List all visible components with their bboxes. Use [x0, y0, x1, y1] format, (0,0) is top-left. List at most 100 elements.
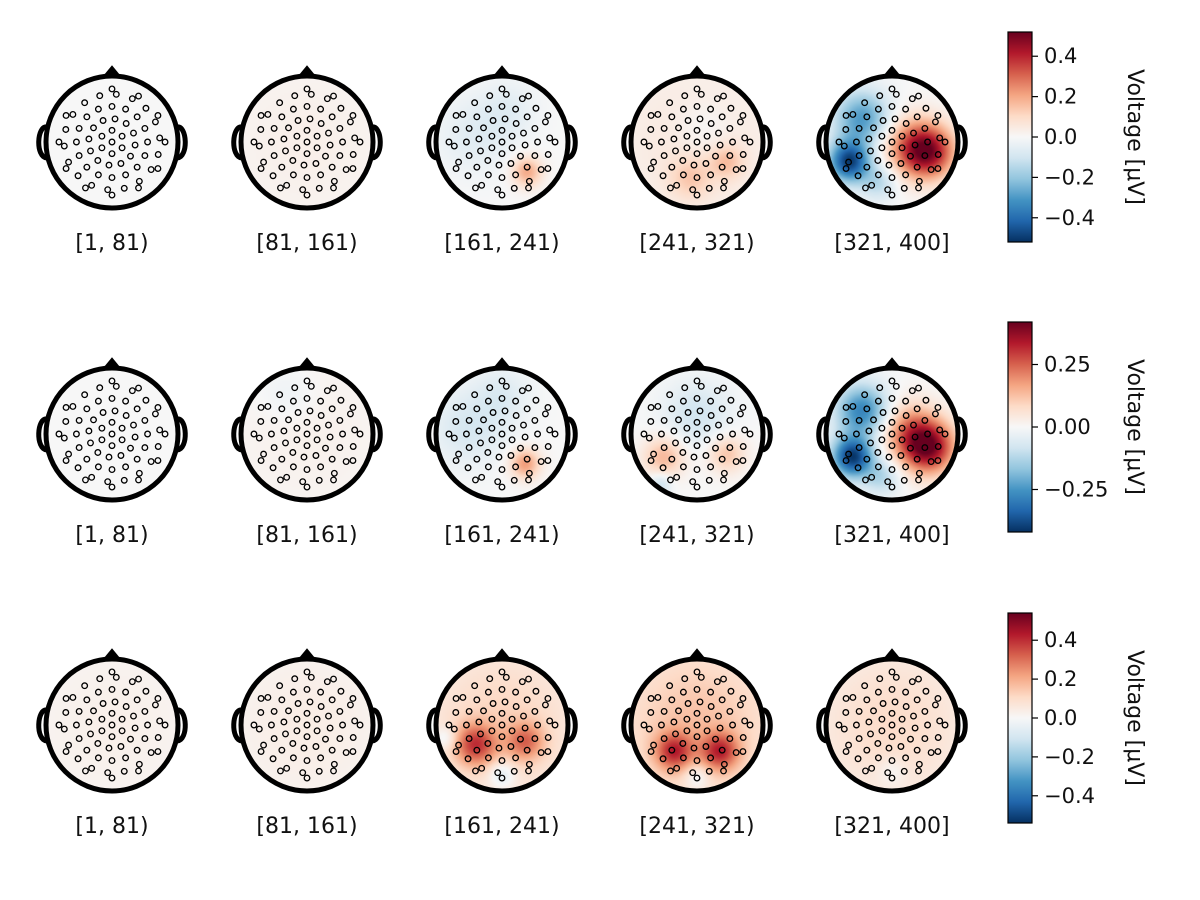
sensor-marker	[862, 476, 869, 484]
sensor-marker	[480, 707, 487, 715]
sensor-marker	[82, 476, 89, 484]
sensor-marker	[82, 767, 89, 775]
sensor-marker	[317, 754, 325, 762]
sensor-marker	[647, 457, 655, 464]
sensor-marker	[349, 734, 357, 741]
sensor-marker	[303, 102, 311, 110]
sensor-marker	[81, 99, 89, 107]
sensor-marker	[679, 463, 687, 471]
sensor-marker	[551, 138, 559, 146]
sensor-marker	[707, 120, 715, 127]
sensor-marker	[141, 416, 149, 424]
sensor-marker	[867, 439, 874, 447]
sensor-marker	[888, 138, 896, 146]
sensor-marker	[849, 110, 857, 118]
sensor-marker	[325, 712, 332, 720]
sensor-marker	[888, 442, 896, 450]
sensor-marker	[111, 407, 119, 415]
sensor-marker	[693, 191, 701, 199]
sensor-marker	[154, 734, 162, 741]
sensor-marker	[861, 99, 869, 107]
sensor-marker	[99, 700, 107, 707]
sensor-marker	[317, 703, 325, 710]
sensor-marker	[276, 682, 284, 690]
sensor-marker	[862, 184, 869, 192]
sensor-marker	[898, 132, 906, 140]
sensor-marker	[913, 696, 921, 704]
sensor-marker	[498, 377, 506, 385]
right-ear	[956, 124, 968, 161]
sensor-marker	[645, 142, 653, 150]
sensor-marker	[339, 721, 347, 729]
sensor-marker	[303, 126, 311, 134]
sensor-marker	[712, 152, 719, 160]
sensor-marker	[673, 181, 681, 189]
sensor-marker	[531, 416, 539, 424]
sensor-marker	[473, 163, 481, 171]
sensor-marker	[312, 160, 320, 167]
sensor-marker	[862, 767, 869, 775]
sensor-marker	[732, 458, 740, 466]
colorbar-tick-label: 0.0	[1044, 125, 1077, 149]
sensor-marker	[510, 476, 518, 484]
sensor-marker	[128, 678, 136, 686]
sensor-marker	[532, 687, 540, 695]
sensor-marker	[62, 709, 70, 716]
sensor-marker	[120, 476, 128, 484]
sensor-marker	[65, 450, 73, 458]
sensor-marker	[693, 466, 701, 474]
sensor-marker	[293, 727, 301, 735]
sensor-marker	[303, 174, 311, 182]
sensor-marker	[667, 476, 674, 484]
sensor-marker	[257, 695, 265, 702]
sensor-marker	[647, 695, 655, 702]
sensor-marker	[739, 151, 747, 158]
topomap-r0-c3: [241, 321)	[621, 65, 773, 256]
sensor-marker	[654, 110, 662, 118]
sensor-marker	[902, 754, 910, 762]
sensor-marker	[741, 717, 749, 725]
sensor-marker	[508, 715, 516, 723]
sensor-marker	[915, 476, 922, 484]
sensor-marker	[75, 735, 83, 743]
sensor-marker	[874, 105, 882, 113]
sensor-marker	[863, 696, 871, 704]
sensor-marker	[306, 407, 314, 415]
sensor-marker	[689, 769, 697, 777]
sensor-marker	[693, 85, 701, 93]
sensor-marker	[861, 682, 869, 690]
sensor-marker	[495, 453, 503, 461]
sensor-marker	[293, 144, 301, 152]
sensor-marker	[498, 483, 506, 491]
sensor-marker	[135, 469, 143, 477]
sensor-marker	[486, 675, 494, 683]
sensor-marker	[921, 444, 929, 452]
sensor-marker	[498, 191, 506, 199]
sensor-marker	[913, 405, 921, 413]
sensor-marker	[156, 134, 164, 142]
sensor-marker	[888, 394, 896, 402]
sensor-marker	[512, 171, 520, 179]
sensor-marker	[679, 157, 687, 164]
sensor-marker	[122, 120, 130, 127]
sensor-marker	[508, 144, 516, 152]
sensor-marker	[668, 163, 676, 171]
topomap-r2-c4: [321, 400]	[816, 648, 968, 839]
sensor-marker	[488, 727, 496, 735]
sensor-marker	[716, 433, 724, 441]
sensor-marker	[681, 92, 689, 100]
sensor-marker	[650, 450, 658, 458]
sensor-marker	[842, 748, 850, 755]
sensor-marker	[94, 397, 102, 405]
sensor-marker	[879, 117, 887, 124]
sensor-marker	[135, 184, 142, 192]
sensor-marker	[151, 410, 159, 418]
sensor-marker	[868, 181, 876, 189]
sensor-marker	[668, 455, 676, 463]
sensor-marker	[921, 416, 929, 424]
sensor-marker	[326, 141, 334, 149]
sensor-marker	[128, 95, 136, 103]
sensor-marker	[342, 166, 350, 174]
head-outline	[238, 656, 376, 794]
